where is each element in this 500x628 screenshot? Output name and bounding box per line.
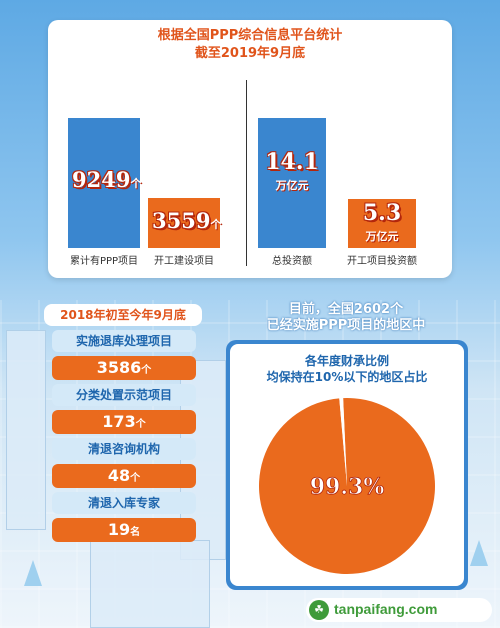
- pie-card: 各年度财承比例 均保持在10%以下的地区占比 99.3%: [230, 344, 464, 586]
- panel-subtitle: 截至2019年9月底: [194, 46, 306, 61]
- stat-label: 实施退库处理项目: [52, 330, 196, 352]
- pie-subtitle-line: 各年度财承比例: [304, 354, 389, 368]
- data-label-total-investment: 14.1 万亿元: [265, 148, 319, 192]
- background-building: [6, 330, 46, 530]
- pie-section-title: 目前，全国2602个 已经实施PPP项目的地区中: [228, 302, 464, 334]
- stat-value: 3586个: [52, 356, 196, 380]
- pie-slice-remainder: [339, 398, 347, 486]
- stats-title: 2018年初至今年9月底: [44, 304, 202, 326]
- tick-label-total-projects: 累计有PPP项目: [69, 256, 139, 267]
- tree-icon: [24, 560, 42, 586]
- bar-started-projects: [148, 197, 220, 248]
- data-label-started-projects: 3559个: [152, 207, 222, 233]
- stat-value: 48个: [52, 464, 196, 488]
- stat-label: 清退入库专家: [52, 492, 196, 514]
- pie-data-label: 99.3%: [310, 474, 385, 500]
- leaf-icon: ☘: [309, 600, 329, 620]
- stat-label: 分类处置示范项目: [52, 384, 196, 406]
- pie-subtitle-line: 均保持在10%以下的地区占比: [266, 370, 428, 384]
- bar-started-investment: [348, 199, 416, 248]
- panel-divider: [246, 80, 247, 266]
- stat-value: 173个: [52, 410, 196, 434]
- background-building: [90, 540, 210, 628]
- data-label-total-projects: 9249个: [72, 167, 142, 193]
- pie-chart: 99.3%: [258, 398, 435, 574]
- panel-title: 根据全国PPP综合信息平台统计: [157, 28, 343, 43]
- bar-total-investment: [258, 118, 326, 248]
- tick-label-started-projects: 开工建设项目: [154, 256, 214, 267]
- pie-panel: 各年度财承比例 均保持在10%以下的地区占比 99.3%: [226, 340, 468, 590]
- tree-icon: [470, 540, 488, 566]
- watermark: ☘ tanpaifang.com: [306, 598, 492, 622]
- data-label-started-investment: 5.3 万亿元: [362, 200, 402, 244]
- pie-title-line: 已经实施PPP项目的地区中: [266, 318, 426, 333]
- bar-total-projects: [68, 118, 140, 248]
- tick-label-started-investment: 开工项目投资额: [347, 256, 417, 267]
- watermark-text: tanpaifang.com: [334, 601, 438, 617]
- pie-slice-majority: [258, 398, 435, 574]
- stat-value: 19名: [52, 518, 196, 542]
- tick-label-total-investment: 总投资额: [272, 256, 312, 267]
- summary-panel: 根据全国PPP综合信息平台统计 截至2019年9月底 9249个 累计有PPP项…: [48, 20, 452, 278]
- pie-title-line: 目前，全国2602个: [288, 302, 404, 317]
- stat-label: 清退咨询机构: [52, 438, 196, 460]
